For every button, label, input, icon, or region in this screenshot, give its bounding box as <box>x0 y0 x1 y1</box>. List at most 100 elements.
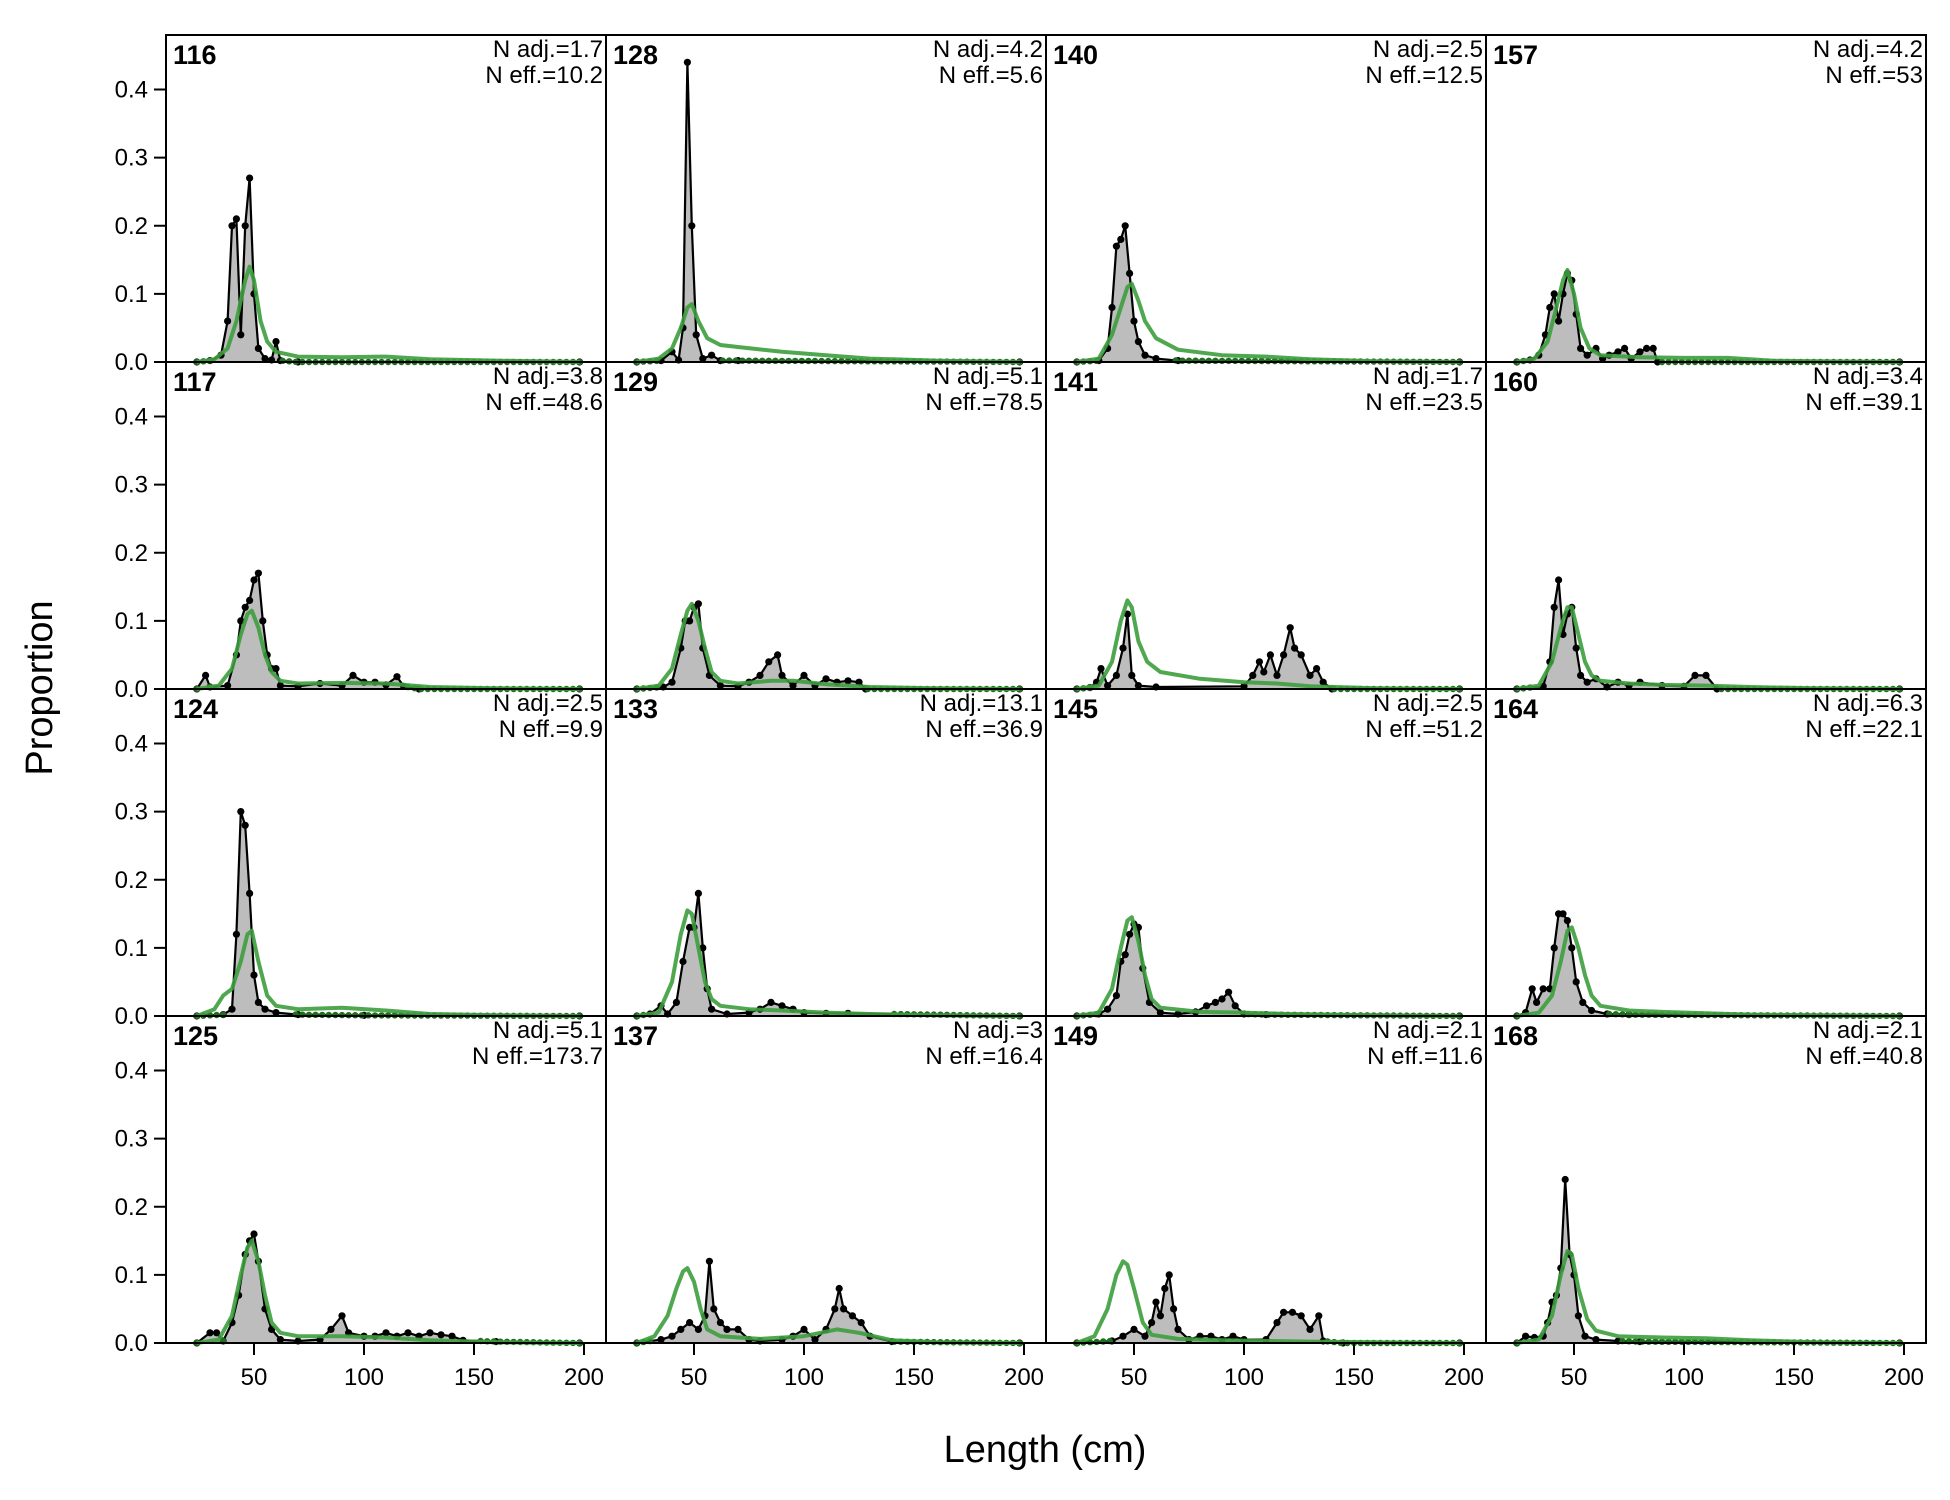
observed-fill <box>196 178 580 362</box>
n-adj-label: N adj.=4.2 <box>933 36 1043 63</box>
panel-label: 128 <box>613 40 658 70</box>
observed-point <box>1170 1305 1178 1313</box>
observed-point <box>774 651 782 659</box>
observed-point <box>1550 290 1558 298</box>
observed-point <box>1561 1175 1569 1184</box>
panel-label: 140 <box>1053 40 1098 70</box>
observed-point <box>668 1332 676 1340</box>
x-tick-label: 200 <box>1444 1364 1484 1391</box>
observed-point <box>1555 576 1563 584</box>
observed-point <box>710 1305 718 1313</box>
n-adj-label: N adj.=3 <box>953 1017 1043 1044</box>
observed-point <box>1583 678 1591 686</box>
observed-point <box>1550 944 1558 952</box>
observed-line <box>1516 578 1900 691</box>
observed-point <box>705 1257 714 1265</box>
observed-point <box>756 671 764 680</box>
observed-point <box>1121 951 1129 959</box>
observed-point <box>1643 344 1651 352</box>
observed-point <box>778 671 786 680</box>
x-tick-label: 200 <box>1004 1364 1044 1391</box>
observed-point <box>692 331 700 339</box>
observed-point <box>1583 351 1591 359</box>
tail-point <box>1212 357 1219 364</box>
observed-point <box>1563 917 1571 925</box>
observed-point <box>1581 1332 1589 1340</box>
observed-point <box>1572 644 1580 652</box>
panel-label: 116 <box>173 40 217 70</box>
x-tick-label: 200 <box>1884 1364 1924 1391</box>
observed-point <box>261 355 269 363</box>
observed-point <box>723 1325 731 1333</box>
observed-point <box>250 971 258 979</box>
panel-label: 160 <box>1493 367 1538 397</box>
observed-point <box>1141 351 1149 359</box>
observed-point <box>1691 671 1699 680</box>
n-eff-label: N eff.=12.5 <box>1365 62 1483 89</box>
observed-point <box>1280 1308 1288 1316</box>
observed-point <box>1225 988 1233 996</box>
observed-point <box>1152 355 1160 363</box>
y-axis: 0.0 0.1 0.2 0.3 0.4 0.0 0.1 0.2 0.3 0.4 0.0 0.1 0.2 0… <box>115 77 166 1357</box>
x-tick-label: 150 <box>454 1364 494 1391</box>
observed-point <box>1550 603 1558 611</box>
tail-point <box>1225 357 1232 365</box>
observed-point <box>1148 1319 1156 1327</box>
observed-point <box>241 603 249 611</box>
observed-point <box>1649 344 1657 352</box>
observed-point <box>1112 992 1120 1000</box>
y-tick-label: 0.1 <box>115 1262 148 1289</box>
observed-point <box>1572 978 1580 986</box>
tail-point <box>1199 357 1206 364</box>
n-adj-label: N adj.=5.1 <box>493 1017 603 1044</box>
observed-point <box>734 1325 742 1333</box>
observed-point <box>848 1312 857 1320</box>
observed-point <box>1104 1005 1112 1013</box>
tail-point <box>772 357 779 364</box>
n-eff-label: N eff.=48.6 <box>485 389 603 416</box>
expected-line <box>196 608 580 691</box>
y-tick-label: 0.1 <box>115 281 148 308</box>
panel-label: 137 <box>613 1021 658 1051</box>
observed-point <box>382 1329 390 1337</box>
n-adj-label: N adj.=2.5 <box>1373 36 1483 63</box>
observed-point <box>657 1336 665 1344</box>
observed-point <box>232 215 240 223</box>
observed-point <box>708 1005 716 1013</box>
observed-point <box>1528 985 1536 993</box>
observed-point <box>1141 1332 1149 1340</box>
x-tick-label: 100 <box>1224 1364 1264 1391</box>
y-tick-label: 0.1 <box>115 935 148 962</box>
observed-point <box>800 1325 808 1333</box>
observed-point <box>1702 671 1710 680</box>
tail-point <box>759 357 766 364</box>
observed-point <box>254 344 262 352</box>
y-tick-label: 0.2 <box>115 540 148 567</box>
n-eff-label: N eff.=5.6 <box>939 62 1043 89</box>
panel-label: 141 <box>1053 367 1098 397</box>
tail-point <box>1238 357 1246 365</box>
observed-point <box>276 682 284 690</box>
observed-point <box>1126 269 1134 277</box>
y-tick-label: 0.1 <box>115 608 148 635</box>
n-adj-label: N adj.=2.5 <box>493 690 603 717</box>
n-adj-label: N adj.=2.1 <box>1813 1017 1923 1044</box>
expected-line <box>1076 915 1460 1018</box>
observed-point <box>1291 644 1299 652</box>
observed-point <box>1546 303 1554 312</box>
observed-point <box>1119 1332 1127 1340</box>
observed-point <box>1104 682 1112 690</box>
panel-label: 133 <box>613 694 658 724</box>
observed-point <box>246 174 254 182</box>
observed-point <box>1112 671 1120 680</box>
expected-line <box>636 1266 1020 1345</box>
expected-line <box>636 601 1020 691</box>
panel-116: 116 N adj.=1.7N eff.=10.2 <box>165 34 607 366</box>
y-tick-label: 0.3 <box>115 1126 148 1153</box>
tail-point <box>765 357 772 364</box>
observed-point <box>404 1329 412 1337</box>
x-tick-label: 100 <box>1664 1364 1704 1391</box>
y-tick-label: 0.0 <box>115 1003 148 1030</box>
observed-point <box>1266 651 1274 659</box>
expected-line <box>636 302 1020 364</box>
